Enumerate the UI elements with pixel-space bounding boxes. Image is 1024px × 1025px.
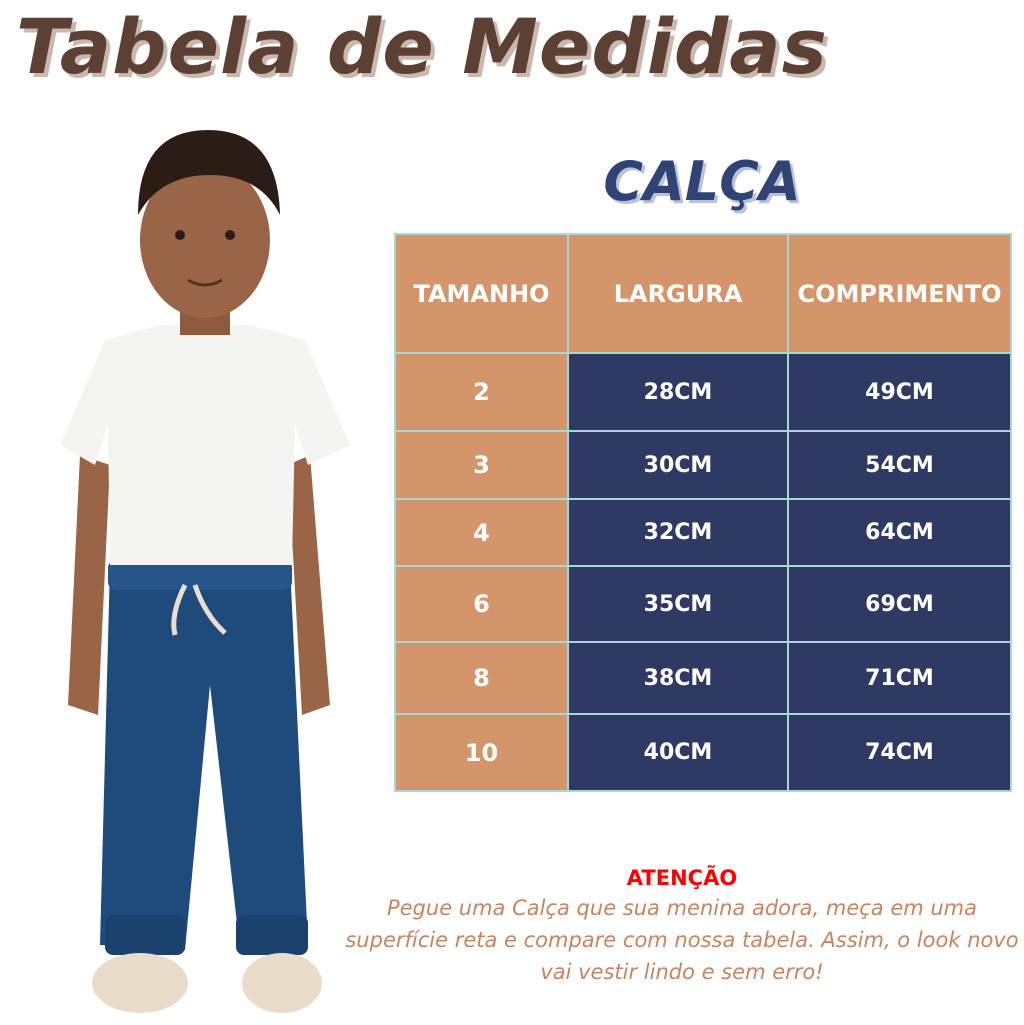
size-cell: 6 bbox=[394, 565, 569, 643]
attention-heading: ATENÇÃO bbox=[626, 866, 738, 890]
length-cell: 54CM bbox=[787, 430, 1012, 500]
page-title: Tabela de Medidas bbox=[16, 2, 828, 91]
size-cell: 2 bbox=[394, 352, 569, 432]
length-cell: 74CM bbox=[787, 713, 1012, 792]
length-cell: 64CM bbox=[787, 498, 1012, 567]
length-cell: 49CM bbox=[787, 352, 1012, 432]
attention-body: Pegue uma Calça que sua menina adora, me… bbox=[345, 896, 1019, 984]
size-cell: 8 bbox=[394, 641, 569, 715]
header-comprimento: COMPRIMENTO bbox=[787, 233, 1012, 354]
table-row: 3 30CM 54CM bbox=[394, 430, 1012, 500]
width-cell: 32CM bbox=[567, 498, 789, 567]
table-row: 8 38CM 71CM bbox=[394, 641, 1012, 715]
attention-note: ATENÇÃO Pegue uma Calça que sua menina a… bbox=[340, 866, 1024, 988]
product-type-heading: CALÇA bbox=[603, 150, 801, 213]
header-tamanho: TAMANHO bbox=[394, 233, 569, 354]
width-cell: 35CM bbox=[567, 565, 789, 643]
table-row: 2 28CM 49CM bbox=[394, 352, 1012, 432]
size-table: TAMANHO LARGURA COMPRIMENTO 2 28CM 49CM … bbox=[394, 233, 1012, 792]
length-cell: 71CM bbox=[787, 641, 1012, 715]
width-cell: 28CM bbox=[567, 352, 789, 432]
size-cell: 4 bbox=[394, 498, 569, 567]
width-cell: 30CM bbox=[567, 430, 789, 500]
child-model-photo bbox=[60, 130, 350, 1013]
table-row: 4 32CM 64CM bbox=[394, 498, 1012, 567]
size-cell: 3 bbox=[394, 430, 569, 500]
table-row: 10 40CM 74CM bbox=[394, 713, 1012, 792]
width-cell: 40CM bbox=[567, 713, 789, 792]
width-cell: 38CM bbox=[567, 641, 789, 715]
table-header-row: TAMANHO LARGURA COMPRIMENTO bbox=[394, 233, 1012, 354]
size-cell: 10 bbox=[394, 713, 569, 792]
table-row: 6 35CM 69CM bbox=[394, 565, 1012, 643]
length-cell: 69CM bbox=[787, 565, 1012, 643]
header-largura: LARGURA bbox=[567, 233, 789, 354]
